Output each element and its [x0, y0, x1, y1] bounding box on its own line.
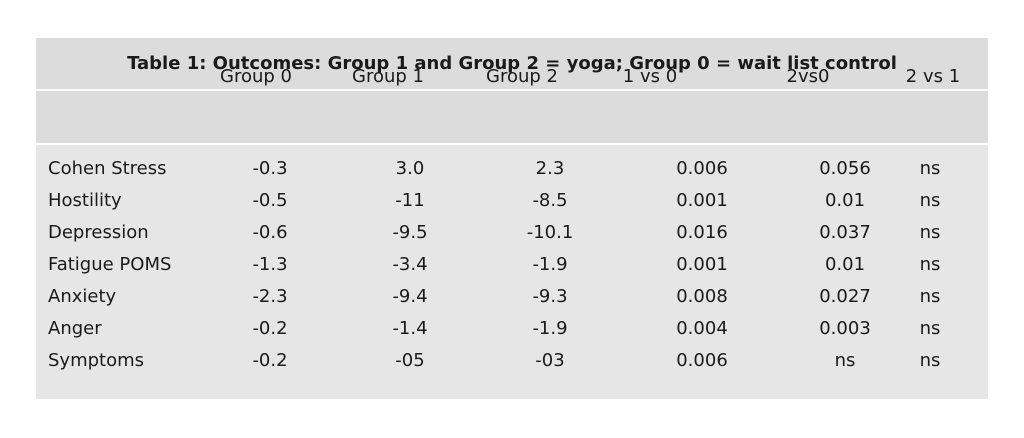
table-cell-group-2-value: -1.9 [532, 254, 568, 275]
table-cell-1-vs-0-value: 0.001 [676, 190, 728, 211]
table-cell-2vs0-value: 0.003 [819, 318, 871, 339]
table-cell-group-0-value: -2.3 [252, 286, 288, 307]
table-cell-group-0-value: -0.3 [252, 158, 288, 179]
table-cell-group-2-value: -8.5 [532, 190, 568, 211]
table-cell-row-label: Anger [48, 318, 102, 339]
table-cell-1-vs-0-value: 0.006 [676, 350, 728, 371]
table-cell-group-1-value: -11 [395, 190, 425, 211]
table-cell-2-vs-1-value: ns [919, 158, 941, 179]
table-cell-group-0-value: -1.3 [252, 254, 288, 275]
table-cell-2-vs-1-value: ns [919, 190, 941, 211]
table-cell-2vs0-value: 0.027 [819, 286, 871, 307]
column-header-2vs0: 2vs0 [786, 66, 830, 87]
table-cell-group-1-value: -1.4 [392, 318, 428, 339]
table-cell-group-1-value: -3.4 [392, 254, 428, 275]
table-cell-group-2-value: 2.3 [535, 158, 565, 179]
table-cell-group-0-value: -0.6 [252, 222, 288, 243]
table-cell-row-label: Symptoms [48, 350, 145, 371]
column-header-group-0: Group 0 [220, 66, 292, 87]
table-cell-group-2-value: -1.9 [532, 318, 568, 339]
table-cell-1-vs-0-value: 0.004 [676, 318, 728, 339]
table-cell-group-0-value: -0.2 [252, 350, 288, 371]
table-cell-group-2-value: -03 [535, 350, 565, 371]
table-cell-2vs0-value: ns [834, 350, 856, 371]
table-cell-2-vs-1-value: ns [919, 350, 941, 371]
column-header-group-1: Group 1 [352, 66, 424, 87]
table-cell-group-1-value: -9.4 [392, 286, 428, 307]
table-cell-row-label: Anxiety [48, 286, 117, 307]
table-cell-group-1-value: -9.5 [392, 222, 428, 243]
table-cell-1-vs-0-value: 0.016 [676, 222, 728, 243]
table-cell-1-vs-0-value: 0.008 [676, 286, 728, 307]
column-header-group-2: Group 2 [486, 66, 558, 87]
table-cell-1-vs-0-value: 0.006 [676, 158, 728, 179]
column-header-2-vs-1: 2 vs 1 [905, 66, 961, 87]
table-cell-group-0-value: -0.5 [252, 190, 288, 211]
table-header-row [36, 91, 988, 145]
table-cell-2vs0-value: 0.056 [819, 158, 871, 179]
table-cell-2vs0-value: 0.01 [824, 254, 866, 275]
table-cell-group-1-value: 3.0 [395, 158, 425, 179]
table-cell-row-label: Cohen Stress [48, 158, 167, 179]
table-cell-group-1-value: -05 [395, 350, 425, 371]
table-cell-2-vs-1-value: ns [919, 318, 941, 339]
column-header-1-vs-0: 1 vs 0 [622, 66, 678, 87]
table-cell-2-vs-1-value: ns [919, 254, 941, 275]
table-cell-row-label: Depression [48, 222, 149, 243]
table-cell-2-vs-1-value: ns [919, 286, 941, 307]
table-cell-2vs0-value: 0.01 [824, 190, 866, 211]
table-cell-row-label: Fatigue POMS [48, 254, 172, 275]
table-cell-row-label: Hostility [48, 190, 122, 211]
table-cell-group-2-value: -9.3 [532, 286, 568, 307]
table-cell-group-2-value: -10.1 [526, 222, 574, 243]
outcomes-table: Table 1: Outcomes: Group 1 and Group 2 =… [36, 38, 988, 399]
table-title: Table 1: Outcomes: Group 1 and Group 2 =… [36, 38, 988, 91]
table-cell-2-vs-1-value: ns [919, 222, 941, 243]
table-cell-2vs0-value: 0.037 [819, 222, 871, 243]
table-cell-1-vs-0-value: 0.001 [676, 254, 728, 275]
table-cell-group-0-value: -0.2 [252, 318, 288, 339]
